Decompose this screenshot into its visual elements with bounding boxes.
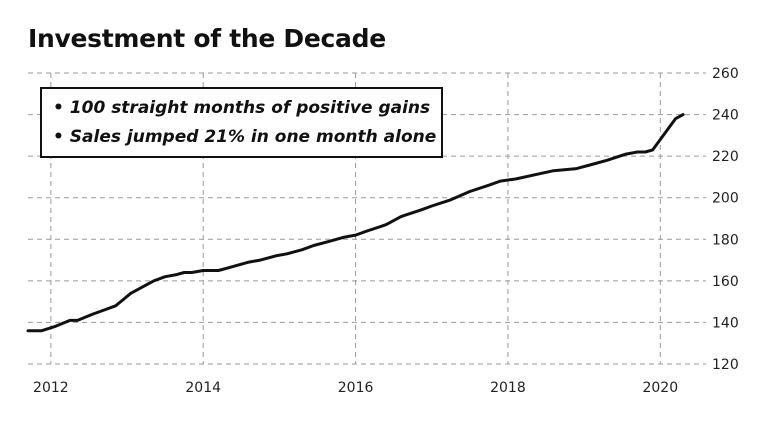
x-tick-label: 2012 bbox=[33, 380, 69, 396]
x-tick-label: 2016 bbox=[338, 380, 374, 396]
y-tick-label: 220 bbox=[712, 149, 739, 165]
y-tick-label: 180 bbox=[712, 232, 739, 248]
y-tick-label: 240 bbox=[712, 108, 739, 124]
y-tick-label: 140 bbox=[712, 315, 739, 331]
annotation-line-1: • 100 straight months of positive gains bbox=[53, 98, 430, 118]
series-line bbox=[26, 113, 685, 333]
y-tick-label: 200 bbox=[712, 191, 739, 207]
annotation-frame bbox=[40, 87, 443, 158]
x-tick-label: 2018 bbox=[490, 380, 526, 396]
x-tick-label: 2014 bbox=[185, 380, 221, 396]
annotation-line-2: • Sales jumped 21% in one month alone bbox=[53, 127, 436, 147]
chart-title: Investment of the Decade bbox=[28, 24, 386, 53]
tick-labels: 120 140 160 180 200 220 240 260 2012 2014 2016 2018… bbox=[33, 66, 739, 396]
annotation-box: • 100 straight months of positive gains … bbox=[40, 87, 443, 158]
y-tick-label: 120 bbox=[712, 357, 739, 373]
y-tick-label: 260 bbox=[712, 66, 739, 82]
y-tick-label: 160 bbox=[712, 274, 739, 290]
x-tick-label: 2020 bbox=[642, 380, 678, 396]
